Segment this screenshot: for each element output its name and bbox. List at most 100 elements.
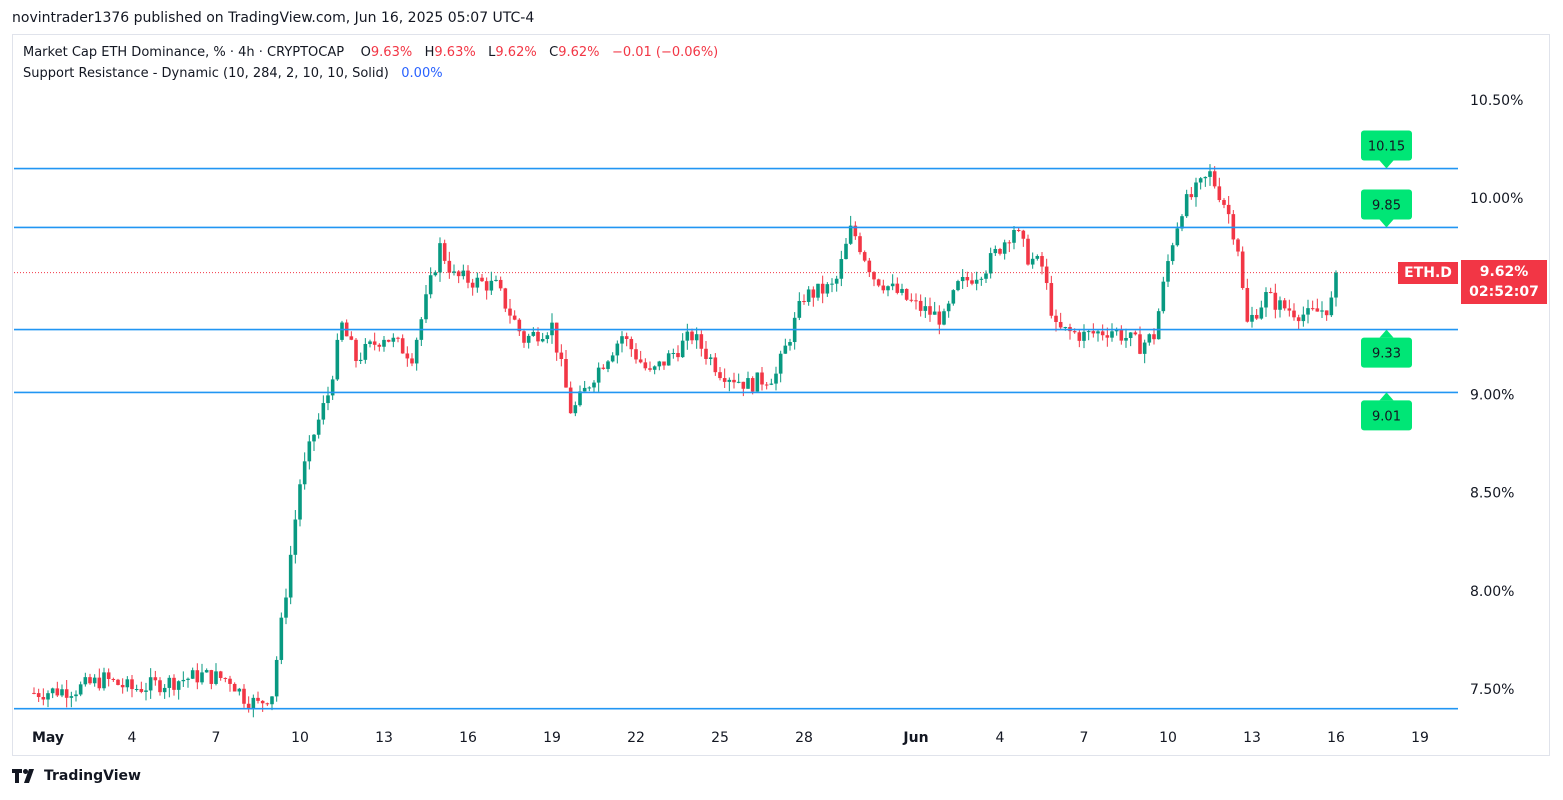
high-label: H — [424, 45, 435, 60]
candle-body — [559, 352, 564, 359]
candle-body — [1315, 308, 1320, 312]
candle-body — [46, 693, 50, 700]
candle-body — [78, 684, 83, 695]
candle-body — [382, 339, 386, 347]
candle-body — [386, 339, 391, 342]
candle-body — [540, 339, 545, 342]
candle-body — [1091, 331, 1096, 334]
candle-body — [760, 372, 764, 385]
candle-body — [1012, 229, 1016, 243]
candle-body — [648, 368, 652, 370]
candle-body — [694, 334, 699, 341]
candle-body — [858, 236, 862, 253]
indicator-legend: Support Resistance - Dynamic (10, 284, 2… — [23, 66, 443, 81]
x-axis-tick-label: 13 — [1243, 730, 1261, 746]
candle-body — [218, 671, 223, 678]
candle-body — [1240, 251, 1245, 288]
candle-body — [848, 225, 853, 244]
x-axis-tick-label: 7 — [1080, 730, 1089, 746]
candle-body — [69, 696, 74, 698]
last-price-value: 9.62% — [1479, 264, 1529, 280]
candle-body — [806, 289, 811, 302]
candle-body — [1161, 281, 1166, 312]
x-axis-tick-label: Jun — [902, 730, 928, 746]
candle-body — [1208, 171, 1212, 177]
candle-body — [232, 683, 237, 692]
candle-body — [176, 681, 181, 690]
candle-body — [270, 696, 274, 705]
candle-body — [321, 403, 326, 420]
candle-body — [1142, 342, 1147, 354]
candle-body — [41, 697, 46, 700]
candle-body — [274, 659, 279, 697]
candle-body — [279, 617, 284, 660]
candle-body — [778, 353, 783, 374]
candle-body — [428, 275, 433, 295]
candle-body — [1147, 334, 1152, 343]
candle-body — [834, 278, 839, 284]
sr-level-label-box — [1361, 337, 1412, 368]
indicator-name[interactable]: Support Resistance - Dynamic (10, 284, 2… — [23, 66, 389, 81]
candle-body — [545, 335, 550, 340]
candle-body — [55, 688, 60, 696]
candle-body — [312, 434, 316, 442]
candle-body — [1156, 311, 1161, 340]
symbol-description[interactable]: Market Cap ETH Dominance, % · 4h · CRYPT… — [23, 45, 345, 60]
candle-body — [554, 322, 559, 353]
x-axis-tick-label: May — [32, 730, 64, 746]
candle-body — [1128, 332, 1133, 338]
symbol-legend: Market Cap ETH Dominance, % · 4h · CRYPT… — [23, 45, 718, 60]
sr-level-label-box — [1361, 189, 1412, 220]
candle-body — [816, 283, 820, 298]
candle-body — [1320, 310, 1324, 312]
candle-body — [680, 340, 685, 358]
candle-body — [1245, 287, 1250, 322]
y-axis-tick-label: 10.00% — [1470, 191, 1523, 207]
y-axis-tick-label: 8.50% — [1470, 486, 1514, 502]
candle-body — [998, 248, 1002, 254]
candle-body — [447, 260, 452, 273]
sr-level-value: 10.15 — [1368, 140, 1405, 155]
candle-body — [872, 272, 876, 280]
candle-body — [1119, 330, 1124, 341]
candle-body — [1086, 331, 1091, 333]
last-price-tag: 9.62% 02:52:07 — [1461, 260, 1547, 304]
high-value: 9.63% — [434, 45, 476, 60]
change-value: −0.01 (−0.06%) — [611, 45, 719, 60]
tradingview-brand[interactable]: TradingView — [12, 768, 141, 784]
candle-body — [662, 361, 666, 366]
indicator-value: 0.00% — [401, 66, 443, 81]
candle-body — [288, 554, 293, 598]
candle-body — [1301, 314, 1306, 322]
candle-body — [638, 359, 643, 363]
candle-body — [601, 367, 606, 369]
candle-body — [708, 357, 713, 359]
candle-body — [223, 677, 228, 679]
x-axis-tick-label: 4 — [128, 730, 137, 746]
candle-body — [1236, 239, 1240, 252]
candle-body — [946, 303, 951, 312]
candle-body — [396, 337, 400, 339]
candle-body — [88, 677, 92, 684]
candle-body — [256, 697, 260, 701]
candle-body — [993, 248, 998, 254]
candle-body — [1175, 228, 1180, 246]
candle-body — [517, 319, 522, 332]
x-axis-tick-label: 16 — [459, 730, 477, 746]
candle-body — [190, 670, 195, 679]
sr-level-pointer — [1379, 392, 1394, 401]
candle-body — [657, 361, 662, 367]
open-label: O — [360, 45, 371, 60]
candle-body — [1334, 272, 1338, 298]
candle-body — [1044, 266, 1049, 284]
candle-body — [461, 270, 466, 277]
candle-body — [1063, 327, 1068, 329]
candle-body — [92, 677, 97, 684]
candle-body — [508, 308, 512, 316]
candle-body — [251, 697, 256, 709]
candle-body — [909, 299, 914, 301]
candle-body — [1212, 171, 1217, 187]
bar-countdown: 02:52:07 — [1469, 284, 1539, 300]
x-axis-tick-label: 19 — [1411, 730, 1429, 746]
